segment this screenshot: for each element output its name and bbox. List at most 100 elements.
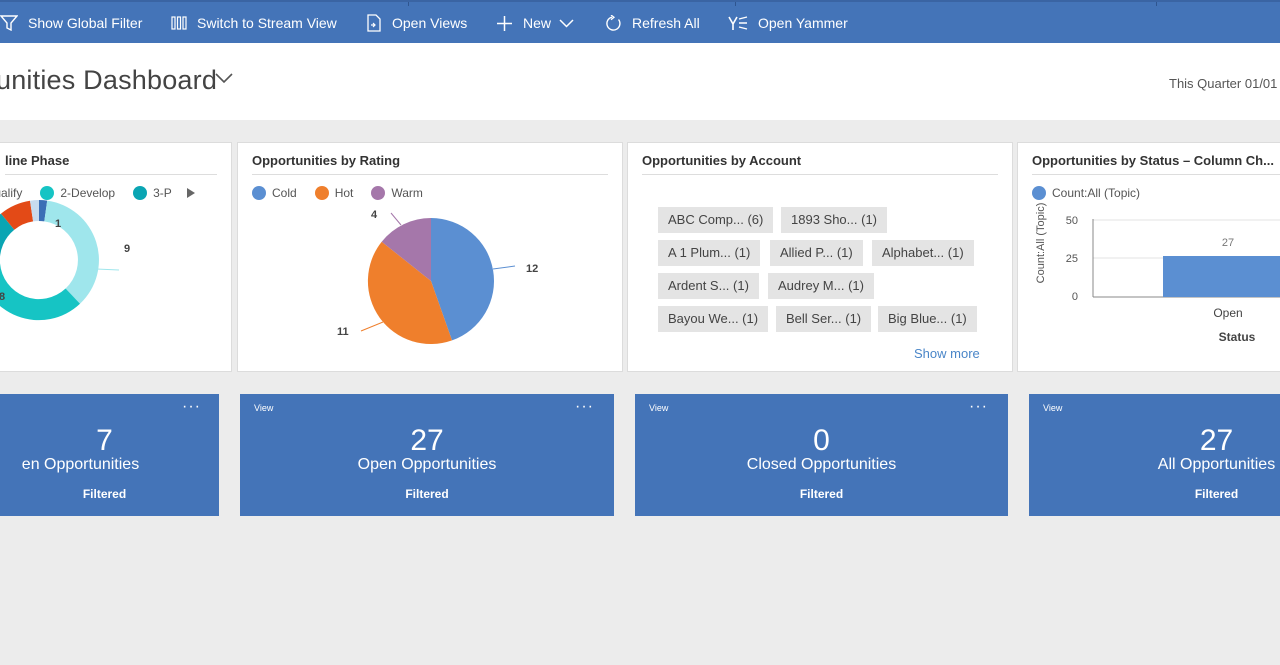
page-title[interactable]: unities Dashboard <box>0 65 218 95</box>
card-title: Opportunities by Account <box>642 153 802 168</box>
leader-line <box>390 212 402 226</box>
account-tag[interactable]: Bell Ser... (1) <box>776 306 872 332</box>
data-label: 8 <box>0 291 5 303</box>
chart-legend: Count:All (Topic) <box>1032 185 1158 201</box>
account-tag[interactable]: Bayou We... (1) <box>658 306 769 332</box>
tile-name: Closed Opportunities <box>746 456 897 473</box>
open-yammer-label: Open Yammer <box>758 15 848 31</box>
legend-dot-icon <box>314 186 329 200</box>
new-label: New <box>523 15 552 31</box>
more-options-icon[interactable]: ··· <box>575 398 594 415</box>
tile-view-label: View <box>254 403 274 413</box>
y-tick-label: 0 <box>1072 291 1078 303</box>
legend-dot-icon <box>1032 186 1046 200</box>
legend-label: Cold <box>272 186 297 200</box>
legend-item[interactable]: 3-P <box>133 186 172 200</box>
legend-item[interactable]: Hot <box>314 186 353 200</box>
account-tag[interactable]: A 1 Plum... (1) <box>658 240 761 266</box>
account-tag[interactable]: Big Blue... (1) <box>878 306 977 332</box>
pipeline-phase-card: line Phase Qualify 2-Develop 3-P 1 9 8 2 <box>0 142 232 372</box>
card-title: Opportunities by Status – Column Ch... <box>1032 153 1274 168</box>
legend-item[interactable]: Qualify <box>0 186 22 200</box>
legend-label: Qualify <box>0 186 23 200</box>
legend-label: Count:All (Topic) <box>1052 186 1141 200</box>
data-label: 9 <box>124 243 130 255</box>
data-label: 12 <box>526 263 538 275</box>
data-label: 27 <box>1222 237 1234 249</box>
donut-segment[interactable] <box>0 263 80 321</box>
date-range-filter[interactable]: This Quarter 01/01 <box>1169 76 1278 91</box>
rating-chart-card: Opportunities by Rating Cold Hot Warm 12… <box>237 142 623 372</box>
legend-next-arrow-icon[interactable] <box>186 188 196 198</box>
account-tag-cloud-card: Opportunities by Account ABC Comp... (6)… <box>627 142 1013 372</box>
stream-view-icon <box>171 16 187 30</box>
refresh-icon <box>606 14 621 31</box>
divider <box>642 174 998 175</box>
yammer-icon <box>728 15 748 30</box>
tile-open-opportunities[interactable]: View ··· 27 Open Opportunities Filtered <box>240 394 614 516</box>
refresh-all-button[interactable]: Refresh All <box>605 13 700 33</box>
tile-name: All Opportunities <box>1157 456 1276 473</box>
new-button[interactable]: New <box>496 13 574 33</box>
tile-my-open-opportunities[interactable]: ··· 7 en Opportunities Filtered <box>0 394 219 516</box>
legend-dot-icon <box>252 186 266 200</box>
account-tag[interactable]: Allied P... (1) <box>770 240 863 266</box>
open-views-button[interactable]: Open Views <box>366 13 467 33</box>
pie-slice-cold[interactable] <box>431 218 495 341</box>
tile-name: en Opportunities <box>21 456 140 473</box>
account-tag[interactable]: Ardent S... (1) <box>658 273 759 299</box>
divider <box>252 174 608 175</box>
switch-to-stream-view-button[interactable]: Switch to Stream View <box>171 13 337 33</box>
legend-item[interactable]: Count:All (Topic) <box>1032 186 1140 200</box>
pipeline-donut-chart: 1 9 8 2 <box>0 200 130 321</box>
legend-item[interactable]: 2-Develop <box>40 186 115 200</box>
leader-line <box>492 265 516 270</box>
legend-item[interactable]: Warm <box>371 186 423 200</box>
legend-label: 3-P <box>153 186 172 200</box>
open-views-label: Open Views <box>392 15 468 31</box>
card-title: Opportunities by Rating <box>252 153 401 168</box>
legend-item[interactable]: Cold <box>252 186 297 200</box>
tile-view-label: View <box>649 403 669 413</box>
data-label: 4 <box>371 209 378 221</box>
rating-pie-chart: 12 11 4 <box>337 209 538 345</box>
tile-filter-status: Filtered <box>82 487 127 501</box>
account-tag[interactable]: Audrey M... (1) <box>768 273 874 299</box>
tile-count: 27 <box>410 424 444 457</box>
tile-all-opportunities[interactable]: View 27 All Opportunities Filtered <box>1029 394 1280 516</box>
more-options-icon[interactable]: ··· <box>182 398 201 415</box>
filter-icon <box>0 15 18 31</box>
tile-count: 7 <box>96 424 113 457</box>
donut-segment[interactable] <box>44 200 99 304</box>
tile-count: 27 <box>1199 424 1234 457</box>
y-tick-label: 50 <box>1066 215 1078 227</box>
show-global-filter-button[interactable]: Show Global Filter <box>0 13 142 33</box>
divider <box>408 2 409 6</box>
tile-filter-status: Filtered <box>1194 487 1239 501</box>
donut-segment[interactable] <box>30 200 39 222</box>
tile-closed-opportunities[interactable]: View ··· 0 Closed Opportunities Filtered <box>635 394 1008 516</box>
more-options-icon[interactable]: ··· <box>969 398 988 415</box>
chevron-down-icon[interactable] <box>215 73 233 84</box>
tile-view-label: View <box>1043 403 1063 413</box>
account-tag[interactable]: 1893 Sho... (1) <box>781 207 887 233</box>
tile-filter-status: Filtered <box>799 487 844 501</box>
column-bar-open[interactable] <box>1163 256 1280 297</box>
donut-segment[interactable] <box>0 213 15 265</box>
plus-icon <box>497 15 512 31</box>
legend-label: Warm <box>391 186 423 200</box>
legend-label: 2-Develop <box>60 186 116 200</box>
open-yammer-button[interactable]: Open Yammer <box>728 13 848 33</box>
pie-slice-warm[interactable] <box>381 217 431 281</box>
dashboard-header: unities Dashboard This Quarter 01/01 <box>0 43 1280 120</box>
chevron-down-icon <box>559 18 574 28</box>
refresh-all-label: Refresh All <box>632 15 700 31</box>
donut-segment[interactable] <box>1 200 34 230</box>
account-tag[interactable]: ABC Comp... (6) <box>658 207 774 233</box>
show-more-link[interactable]: Show more <box>914 346 980 361</box>
pie-slice-hot[interactable] <box>367 241 452 345</box>
donut-segment[interactable] <box>39 200 48 222</box>
tile-name: Open Opportunities <box>357 456 497 473</box>
tile-count: 0 <box>813 424 830 457</box>
account-tag[interactable]: Alphabet... (1) <box>872 240 974 266</box>
